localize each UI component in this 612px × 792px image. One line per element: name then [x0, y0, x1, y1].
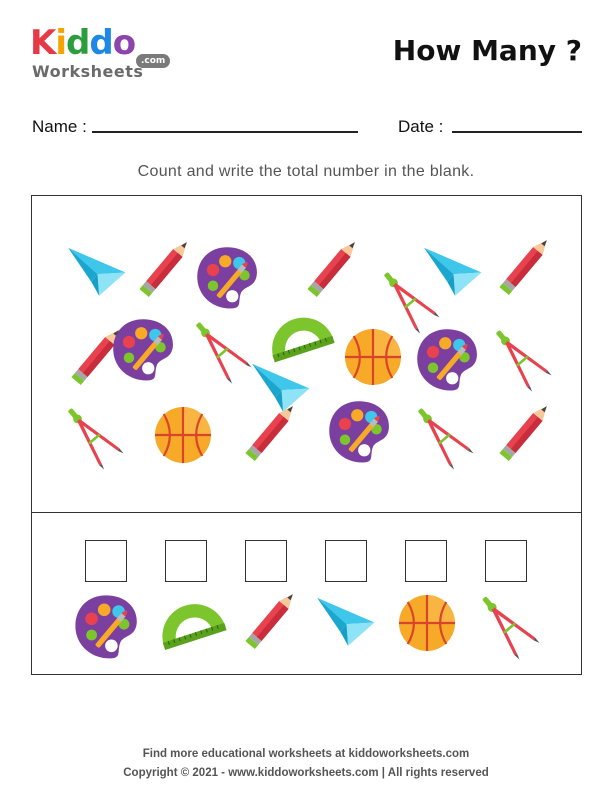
- answer-panel: [31, 512, 582, 675]
- page-title: How Many ?: [392, 34, 582, 67]
- pencil-icon: [486, 402, 556, 472]
- basketball-icon: [338, 322, 408, 392]
- logo-letter: i: [55, 23, 67, 63]
- answer-box-palette[interactable]: [85, 540, 127, 582]
- kiddo-logo: Kiddo Worksheets .com: [30, 26, 180, 86]
- answer-box-basketball[interactable]: [405, 540, 447, 582]
- footer-line-1: Find more educational worksheets at kidd…: [142, 748, 470, 760]
- answer-box-pencil[interactable]: [245, 540, 287, 582]
- pencil-icon: [232, 590, 302, 660]
- date-field[interactable]: [452, 131, 582, 133]
- pencil-icon: [126, 238, 196, 308]
- name-field[interactable]: [92, 131, 358, 133]
- logo-wordmark: Kiddo: [30, 23, 136, 63]
- compass-icon: [470, 588, 542, 660]
- compass-icon: [484, 322, 554, 392]
- footer-copyright: Copyright © 2021 - www.kiddoworksheets.c…: [123, 767, 489, 779]
- instruction-text: Count and write the total number in the …: [137, 163, 475, 180]
- answer-box-compass[interactable]: [485, 540, 527, 582]
- palette-icon: [70, 590, 142, 662]
- logo-com-badge: .com: [136, 54, 171, 68]
- logo-letter: K: [30, 23, 56, 63]
- pencil-icon: [486, 236, 556, 306]
- palette-icon: [412, 324, 482, 394]
- pencil-icon: [232, 402, 302, 472]
- date-label: Date :: [398, 117, 444, 136]
- palette-icon: [108, 314, 178, 384]
- answer-box-paper-plane[interactable]: [325, 540, 367, 582]
- paper-plane-icon: [304, 590, 386, 652]
- logo-letter: d: [66, 23, 90, 63]
- logo-letter: o: [112, 23, 136, 63]
- answer-box-protractor[interactable]: [165, 540, 207, 582]
- paper-plane-icon: [412, 240, 492, 302]
- palette-icon: [192, 242, 262, 312]
- paper-plane-icon: [56, 240, 136, 302]
- compass-icon: [406, 400, 476, 470]
- basketball-icon: [392, 588, 462, 658]
- logo-letter: d: [89, 23, 113, 63]
- palette-icon: [324, 396, 394, 466]
- name-label: Name :: [32, 117, 87, 136]
- protractor-icon: [152, 584, 228, 660]
- basketball-icon: [148, 400, 218, 470]
- logo-subtitle: Worksheets: [32, 62, 144, 81]
- compass-icon: [56, 400, 126, 470]
